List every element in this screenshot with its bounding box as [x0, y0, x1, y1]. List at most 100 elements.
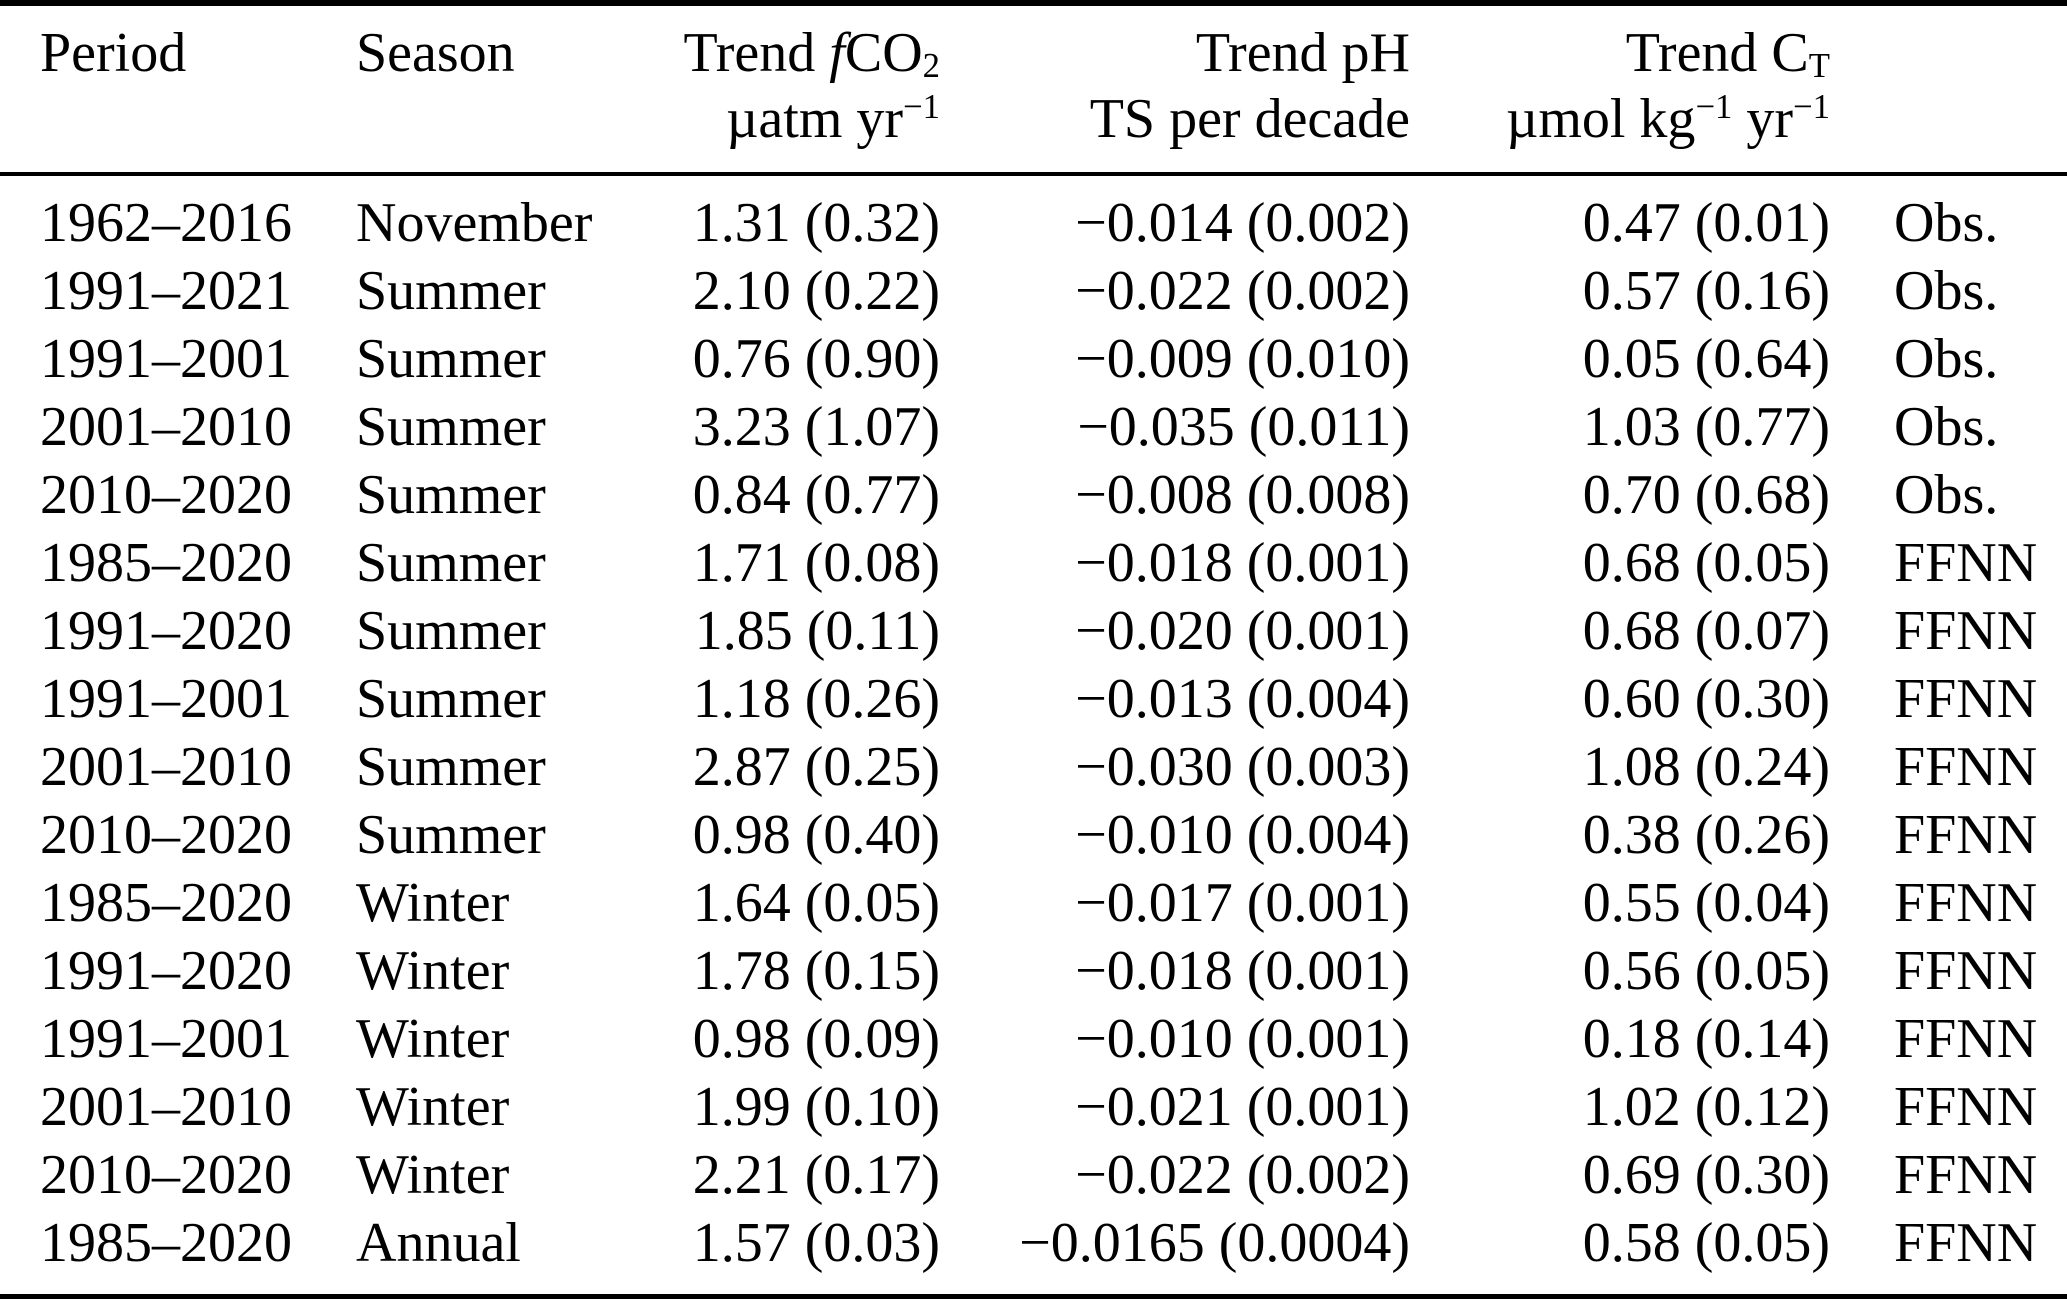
cell-season: November — [356, 192, 593, 254]
cell-season: Summer — [356, 328, 546, 390]
cell-ph-trend: −0.018 (0.001) — [1075, 940, 1410, 1002]
table-row: 1991–2001 Summer 0.76 (0.90) −0.009 (0.0… — [0, 325, 2067, 393]
table-row: 2010–2020 Winter 2.21 (0.17) −0.022 (0.0… — [0, 1141, 2067, 1209]
cell-fco2-trend: 2.87 (0.25) — [692, 736, 940, 798]
cell-source: FFNN — [1894, 600, 2038, 662]
cell-season: Summer — [356, 600, 546, 662]
table-row: 2001–2010 Summer 3.23 (1.07) −0.035 (0.0… — [0, 393, 2067, 461]
cell-ct-trend: 0.68 (0.05) — [1582, 532, 1830, 594]
cell-ph-trend: −0.020 (0.001) — [1075, 600, 1410, 662]
cell-season: Summer — [356, 260, 546, 322]
cell-ct-trend: 0.05 (0.64) — [1582, 328, 1830, 390]
header-ct-label: Trend CT — [1625, 22, 1830, 86]
cell-ct-trend: 0.58 (0.05) — [1582, 1212, 1830, 1274]
cell-fco2-trend: 0.98 (0.40) — [692, 804, 940, 866]
cell-ct-trend: 0.57 (0.16) — [1582, 260, 1830, 322]
table-row: 1991–2001 Winter 0.98 (0.09) −0.010 (0.0… — [0, 1005, 2067, 1073]
cell-period: 1991–2001 — [40, 328, 292, 390]
cell-ph-trend: −0.009 (0.010) — [1075, 328, 1410, 390]
cell-ph-trend: −0.010 (0.001) — [1075, 1008, 1410, 1070]
table-row: 1985–2020 Winter 1.64 (0.05) −0.017 (0.0… — [0, 869, 2067, 937]
cell-ph-trend: −0.0165 (0.0004) — [1019, 1212, 1410, 1274]
column-header-source — [1842, 3, 2067, 174]
cell-ct-trend: 0.60 (0.30) — [1582, 668, 1830, 730]
cell-fco2-trend: 3.23 (1.07) — [692, 396, 940, 458]
cell-source: FFNN — [1894, 1144, 2038, 1206]
table-row: 1991–2021 Summer 2.10 (0.22) −0.022 (0.0… — [0, 257, 2067, 325]
header-season-label: Season — [356, 22, 515, 84]
cell-fco2-trend: 2.21 (0.17) — [692, 1144, 940, 1206]
cell-period: 1991–2020 — [40, 940, 292, 1002]
header-period-label: Period — [40, 22, 187, 84]
cell-source: FFNN — [1894, 804, 2038, 866]
column-header-period: Period — [0, 3, 355, 174]
cell-fco2-trend: 1.99 (0.10) — [692, 1076, 940, 1138]
cell-fco2-trend: 0.84 (0.77) — [692, 464, 940, 526]
cell-source: FFNN — [1894, 668, 2038, 730]
column-header-ct: Trend CT µmol kg−1 yr−1 — [1420, 3, 1842, 174]
cell-period: 1991–2021 — [40, 260, 292, 322]
cell-period: 1962–2016 — [40, 192, 292, 254]
cell-ct-trend: 0.18 (0.14) — [1582, 1008, 1830, 1070]
cell-fco2-trend: 0.98 (0.09) — [692, 1008, 940, 1070]
cell-fco2-trend: 1.85 (0.11) — [694, 600, 940, 662]
table-row: 1962–2016 November 1.31 (0.32) −0.014 (0… — [0, 174, 2067, 257]
cell-ct-trend: 0.55 (0.04) — [1582, 872, 1830, 934]
cell-ct-trend: 1.03 (0.77) — [1582, 396, 1830, 458]
cell-ph-trend: −0.022 (0.002) — [1075, 260, 1410, 322]
cell-fco2-trend: 1.64 (0.05) — [692, 872, 940, 934]
cell-fco2-trend: 1.57 (0.03) — [692, 1212, 940, 1274]
table-row: 2001–2010 Summer 2.87 (0.25) −0.030 (0.0… — [0, 733, 2067, 801]
header-ph-unit: TS per decade — [1089, 88, 1410, 150]
cell-period: 1985–2020 — [40, 1212, 292, 1274]
cell-source: Obs. — [1894, 192, 1999, 254]
cell-season: Annual — [356, 1212, 521, 1274]
cell-period: 1991–2020 — [40, 600, 292, 662]
column-header-season: Season — [355, 3, 645, 174]
cell-ct-trend: 0.47 (0.01) — [1582, 192, 1830, 254]
cell-season: Winter — [356, 1008, 510, 1070]
cell-source: FFNN — [1894, 1076, 2038, 1138]
table-row: 2010–2020 Summer 0.84 (0.77) −0.008 (0.0… — [0, 461, 2067, 529]
table-row: 1991–2020 Summer 1.85 (0.11) −0.020 (0.0… — [0, 597, 2067, 665]
cell-fco2-trend: 1.18 (0.26) — [692, 668, 940, 730]
cell-source: Obs. — [1894, 328, 1999, 390]
cell-period: 2001–2010 — [40, 396, 292, 458]
cell-period: 2010–2020 — [40, 464, 292, 526]
cell-source: Obs. — [1894, 396, 1999, 458]
cell-ph-trend: −0.018 (0.001) — [1075, 532, 1410, 594]
header-fco2-unit: µatm yr−1 — [726, 86, 940, 150]
cell-ct-trend: 0.69 (0.30) — [1582, 1144, 1830, 1206]
table-row: 1991–2001 Summer 1.18 (0.26) −0.013 (0.0… — [0, 665, 2067, 733]
cell-ct-trend: 0.56 (0.05) — [1582, 940, 1830, 1002]
cell-source: Obs. — [1894, 260, 1999, 322]
cell-period: 2010–2020 — [40, 1144, 292, 1206]
cell-period: 2001–2010 — [40, 1076, 292, 1138]
cell-source: FFNN — [1894, 872, 2038, 934]
cell-fco2-trend: 0.76 (0.90) — [692, 328, 940, 390]
cell-season: Summer — [356, 464, 546, 526]
cell-season: Winter — [356, 1076, 510, 1138]
cell-period: 1985–2020 — [40, 872, 292, 934]
cell-ph-trend: −0.030 (0.003) — [1075, 736, 1410, 798]
table-header: Period Season Trend fCO2 µatm yr−1 Trend… — [0, 3, 2067, 174]
table-row: 2010–2020 Summer 0.98 (0.40) −0.010 (0.0… — [0, 801, 2067, 869]
cell-ph-trend: −0.010 (0.004) — [1075, 804, 1410, 866]
cell-ph-trend: −0.021 (0.001) — [1075, 1076, 1410, 1138]
table-row: 1985–2020 Annual 1.57 (0.03) −0.0165 (0.… — [0, 1209, 2067, 1297]
cell-period: 1985–2020 — [40, 532, 292, 594]
cell-season: Summer — [356, 668, 546, 730]
cell-season: Winter — [356, 872, 510, 934]
header-ph-label: Trend pH — [1195, 22, 1410, 84]
cell-ph-trend: −0.017 (0.001) — [1075, 872, 1410, 934]
cell-source: FFNN — [1894, 1212, 2038, 1274]
table-body: 1962–2016 November 1.31 (0.32) −0.014 (0… — [0, 174, 2067, 1297]
cell-period: 1991–2001 — [40, 668, 292, 730]
table-row: 2001–2010 Winter 1.99 (0.10) −0.021 (0.0… — [0, 1073, 2067, 1141]
header-fco2-label: Trend fCO2 — [683, 22, 940, 86]
cell-season: Winter — [356, 1144, 510, 1206]
cell-season: Summer — [356, 396, 546, 458]
cell-period: 1991–2001 — [40, 1008, 292, 1070]
cell-period: 2001–2010 — [40, 736, 292, 798]
column-header-ph: Trend pH TS per decade — [950, 3, 1420, 174]
